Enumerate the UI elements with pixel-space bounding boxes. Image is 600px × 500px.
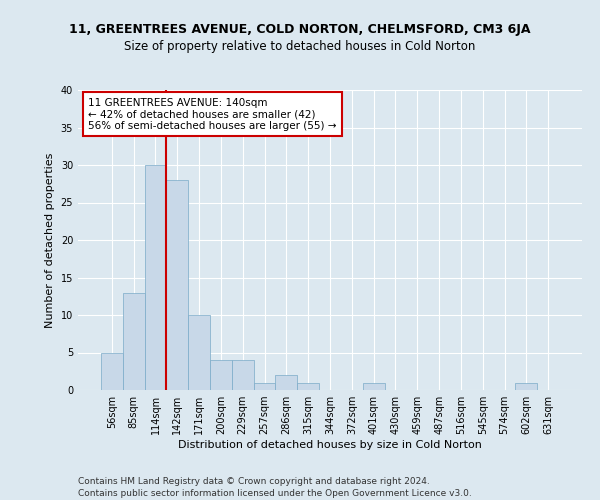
Bar bbox=[232, 360, 254, 390]
Text: Contains HM Land Registry data © Crown copyright and database right 2024.: Contains HM Land Registry data © Crown c… bbox=[78, 478, 430, 486]
Y-axis label: Number of detached properties: Number of detached properties bbox=[45, 152, 55, 328]
Text: 11 GREENTREES AVENUE: 140sqm
← 42% of detached houses are smaller (42)
56% of se: 11 GREENTREES AVENUE: 140sqm ← 42% of de… bbox=[88, 98, 337, 130]
Bar bbox=[145, 165, 166, 390]
Text: Contains public sector information licensed under the Open Government Licence v3: Contains public sector information licen… bbox=[78, 489, 472, 498]
Bar bbox=[188, 315, 210, 390]
Bar bbox=[254, 382, 275, 390]
Text: 11, GREENTREES AVENUE, COLD NORTON, CHELMSFORD, CM3 6JA: 11, GREENTREES AVENUE, COLD NORTON, CHEL… bbox=[69, 22, 531, 36]
X-axis label: Distribution of detached houses by size in Cold Norton: Distribution of detached houses by size … bbox=[178, 440, 482, 450]
Text: Size of property relative to detached houses in Cold Norton: Size of property relative to detached ho… bbox=[124, 40, 476, 53]
Bar bbox=[275, 375, 297, 390]
Bar bbox=[297, 382, 319, 390]
Bar bbox=[363, 382, 385, 390]
Bar bbox=[101, 352, 123, 390]
Bar bbox=[515, 382, 537, 390]
Bar bbox=[210, 360, 232, 390]
Bar bbox=[166, 180, 188, 390]
Bar bbox=[123, 292, 145, 390]
